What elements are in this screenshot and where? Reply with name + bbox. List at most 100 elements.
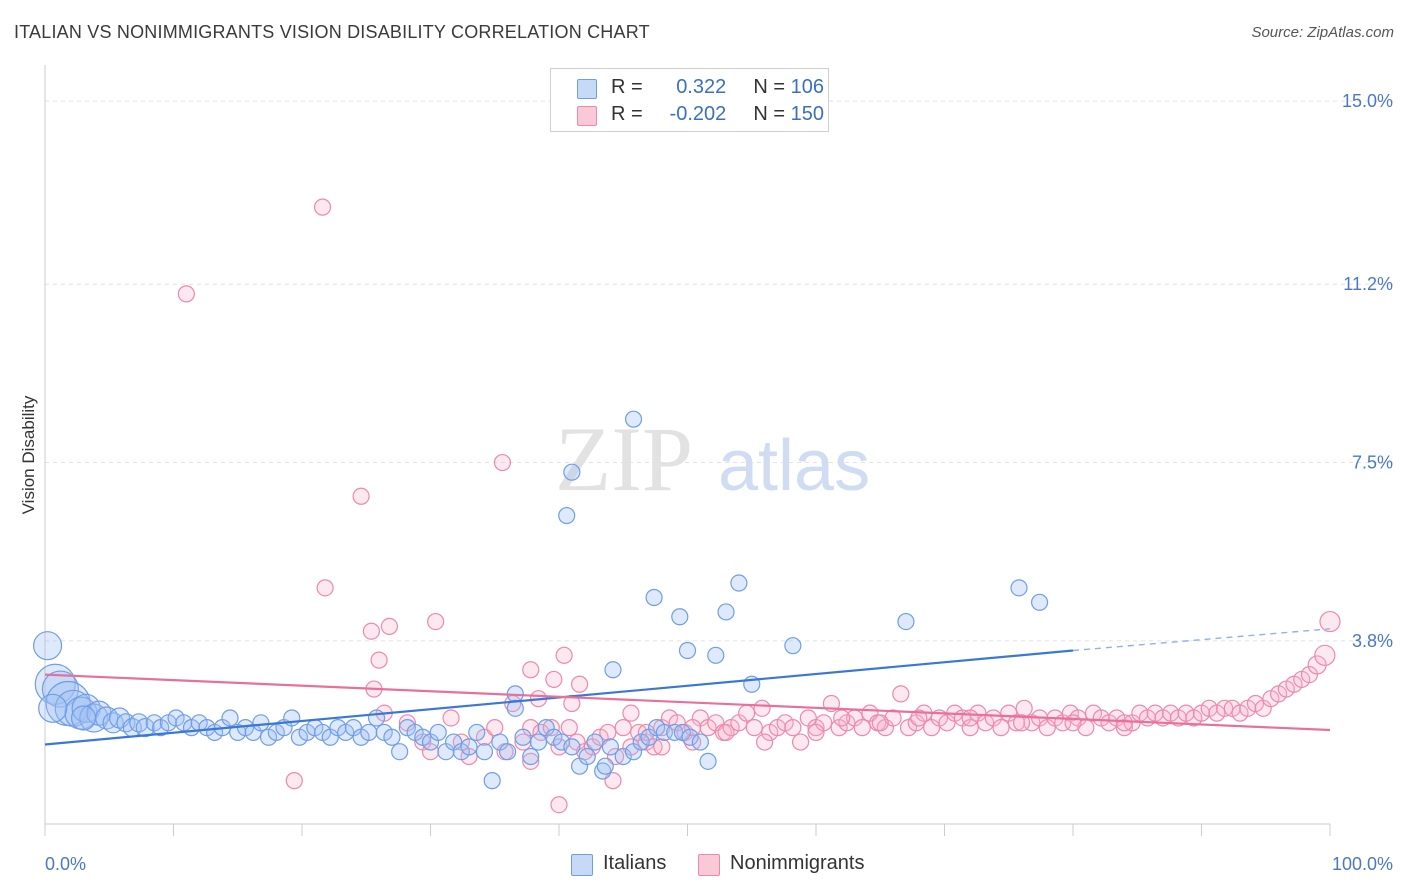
nonimmigrants-point	[599, 723, 617, 742]
nonimmigrants-point	[992, 719, 1010, 737]
italians-point	[514, 728, 532, 746]
nonimmigrants-point	[684, 719, 702, 737]
italians-point	[1010, 579, 1028, 597]
nonimmigrants-point	[316, 579, 334, 597]
nonimmigrants-point	[362, 622, 380, 640]
italians-point	[483, 772, 501, 790]
trend-lines	[44, 628, 1331, 746]
italians-point	[707, 646, 725, 664]
nonimmigrants-point	[542, 719, 560, 737]
watermark-zip: ZIP	[555, 408, 693, 510]
legend-italians-text: R = 0.322 N = 106	[611, 76, 824, 99]
italians-point	[38, 693, 68, 723]
italians-point	[897, 612, 915, 631]
nonimmigrants-point	[614, 719, 632, 737]
italians-trend-extension	[1072, 628, 1331, 652]
italians-point	[552, 733, 571, 751]
italians-point	[475, 743, 494, 761]
nonimmigrants-point	[427, 612, 445, 631]
r-label: R =	[611, 103, 643, 125]
nonimmigrants-point	[753, 699, 771, 717]
italians-point	[681, 728, 699, 746]
nonimmigrants-point	[791, 733, 810, 751]
italians-points	[32, 410, 1049, 790]
nonimmigrants-point	[442, 709, 460, 727]
nonimmigrants-point	[622, 704, 640, 722]
italians-point	[563, 463, 581, 481]
italians-point	[624, 410, 643, 428]
italians-point	[506, 699, 524, 717]
nonimmigrants-trend-line	[44, 673, 1331, 732]
nonimmigrants-point	[784, 719, 802, 737]
italians-point	[468, 723, 486, 742]
tick-labels: 3.8% 7.5% 11.2% 15.0% 0.0% 100.0%	[45, 91, 1393, 874]
nonimmigrants-point	[745, 719, 763, 737]
italians-point	[71, 693, 101, 723]
n-label: N =	[753, 103, 786, 125]
r-label: R =	[611, 76, 643, 98]
nonimmigrants-point	[871, 714, 889, 732]
nonimmigrants-r-value: -0.202	[669, 103, 727, 125]
nonimmigrants-point	[550, 738, 568, 756]
nonimmigrants-point	[1012, 714, 1031, 732]
chart-title: ITALIAN VS NONIMMIGRANTS VISION DISABILI…	[14, 22, 650, 42]
nonimmigrants-point	[853, 719, 871, 737]
italians-r-value: 0.322	[676, 76, 727, 98]
nonimmigrants-point	[493, 453, 512, 472]
italians-point	[383, 728, 401, 746]
italians-legend-swatch	[571, 854, 593, 876]
nonimmigrants-point	[653, 738, 671, 756]
italians-point	[586, 733, 604, 751]
y-tick-label: 3.8%	[1352, 631, 1393, 651]
italians-point	[499, 743, 517, 761]
italians-n-value: 106	[790, 76, 824, 98]
nonimmigrants-legend-swatch	[698, 854, 720, 876]
italians-point	[70, 705, 97, 731]
italians-point	[594, 762, 612, 780]
italians-point	[367, 709, 386, 727]
watermark: ZIP atlas	[555, 408, 870, 510]
nonimmigrants-point	[637, 723, 655, 742]
nonimmigrants-point	[961, 709, 979, 727]
nonimmigrants-point	[177, 285, 195, 303]
italians-legend-label: Italians	[603, 852, 667, 874]
italians-point	[614, 747, 632, 766]
italians-point	[391, 743, 409, 761]
grid-lines	[45, 100, 1395, 642]
correlation-legend: R = 0.322 N = 106 R = -0.202 N = 150	[550, 68, 829, 132]
italians-point	[429, 723, 447, 742]
italians-point	[784, 637, 802, 655]
italians-point	[360, 723, 378, 742]
nonimmigrants-swatch	[577, 106, 597, 126]
nonimmigrants-point	[570, 675, 589, 693]
italians-point	[691, 733, 709, 751]
nonimmigrants-point	[1115, 714, 1134, 732]
italians-point	[678, 641, 697, 660]
y-tick-label: 15.0%	[1342, 91, 1393, 111]
y-tick-label: 7.5%	[1352, 453, 1393, 473]
nonimmigrants-point	[833, 709, 851, 727]
nonimmigrants-point	[755, 733, 774, 751]
nonimmigrants-point	[313, 198, 332, 216]
y-tick-label: 11.2%	[1343, 274, 1393, 294]
italians-swatch	[577, 79, 597, 99]
nonimmigrants-point	[560, 719, 578, 737]
italians-point	[604, 661, 622, 679]
nonimmigrants-n-value: 150	[790, 103, 824, 125]
nonimmigrants-point	[961, 719, 979, 737]
nonimmigrants-point	[1319, 610, 1341, 633]
nonimmigrants-point	[1015, 699, 1033, 717]
italians-point	[717, 603, 735, 621]
nonimmigrants-point	[532, 723, 550, 742]
y-axis-title: Vision Disability	[19, 395, 38, 514]
nonimmigrants-point	[380, 617, 398, 636]
nonimmigrants-point	[522, 661, 540, 679]
nonimmigrants-point	[370, 651, 388, 669]
nonimmigrants-legend-label: Nonimmigrants	[730, 852, 865, 874]
italians-point	[529, 733, 548, 751]
italians-point	[671, 608, 689, 626]
nonimmigrants-point	[1300, 665, 1319, 684]
italians-point	[41, 670, 80, 708]
italians-point	[601, 738, 620, 756]
